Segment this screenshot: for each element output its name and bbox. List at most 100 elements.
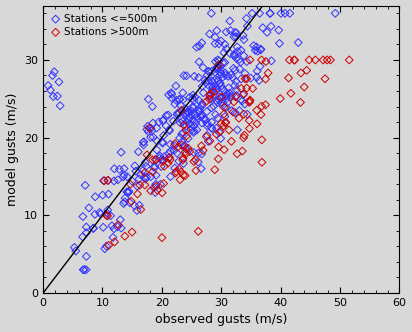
Stations >500m — [174, 144, 181, 150]
Stations >500m — [228, 139, 235, 144]
Stations <=500m — [228, 93, 235, 98]
Stations <=500m — [287, 11, 293, 16]
Stations <=500m — [278, 11, 284, 16]
Stations <=500m — [244, 112, 250, 117]
Stations <=500m — [267, 11, 274, 16]
Stations >500m — [221, 111, 227, 117]
Stations <=500m — [222, 73, 229, 78]
Stations >500m — [203, 134, 210, 139]
Stations <=500m — [223, 93, 229, 98]
Stations <=500m — [248, 75, 254, 81]
Stations <=500m — [191, 98, 197, 103]
Stations <=500m — [253, 44, 260, 49]
Stations <=500m — [267, 11, 273, 16]
Stations <=500m — [242, 71, 248, 76]
Stations <=500m — [198, 104, 205, 109]
Stations <=500m — [206, 84, 213, 89]
Stations <=500m — [213, 86, 220, 91]
Stations <=500m — [191, 123, 197, 128]
Stations <=500m — [191, 74, 198, 79]
Stations <=500m — [150, 121, 156, 126]
Stations <=500m — [232, 83, 238, 88]
Stations <=500m — [185, 136, 192, 141]
Stations <=500m — [157, 155, 163, 161]
Stations <=500m — [233, 87, 240, 92]
Stations <=500m — [184, 110, 191, 115]
Stations <=500m — [220, 60, 226, 65]
Stations <=500m — [209, 126, 215, 131]
Stations >500m — [147, 188, 154, 194]
Stations >500m — [240, 135, 247, 140]
Stations >500m — [178, 108, 185, 113]
Stations <=500m — [105, 192, 112, 197]
Stations <=500m — [45, 83, 52, 88]
Stations <=500m — [184, 119, 190, 124]
Stations <=500m — [213, 125, 220, 131]
Stations >500m — [173, 169, 180, 174]
Stations <=500m — [198, 166, 204, 171]
Stations <=500m — [177, 120, 184, 125]
Stations <=500m — [190, 93, 196, 98]
Stations >500m — [312, 57, 318, 63]
Stations <=500m — [154, 138, 161, 144]
Stations <=500m — [163, 113, 170, 118]
Stations <=500m — [238, 76, 245, 82]
Stations <=500m — [171, 165, 178, 171]
Stations >500m — [105, 243, 112, 248]
Stations >500m — [246, 100, 253, 105]
Stations >500m — [177, 177, 183, 182]
Stations <=500m — [177, 103, 184, 108]
Stations >500m — [242, 76, 248, 81]
Stations >500m — [192, 157, 199, 162]
Stations <=500m — [252, 48, 258, 53]
Stations <=500m — [116, 167, 123, 172]
Stations <=500m — [150, 164, 157, 170]
Stations <=500m — [180, 90, 186, 95]
Stations <=500m — [212, 41, 218, 46]
Stations <=500m — [176, 135, 183, 140]
Stations <=500m — [195, 75, 202, 80]
Stations <=500m — [153, 157, 160, 162]
Stations <=500m — [190, 117, 196, 123]
Stations <=500m — [215, 65, 221, 71]
Stations <=500m — [81, 267, 87, 272]
Stations <=500m — [140, 168, 146, 173]
Stations <=500m — [140, 142, 147, 148]
Stations <=500m — [214, 64, 220, 70]
Stations <=500m — [223, 46, 230, 51]
Stations >500m — [134, 191, 141, 197]
Stations <=500m — [250, 43, 257, 48]
Stations <=500m — [232, 30, 238, 35]
Stations <=500m — [202, 80, 209, 85]
Stations >500m — [259, 160, 265, 165]
Stations <=500m — [233, 30, 239, 36]
Stations <=500m — [57, 103, 63, 108]
Stations <=500m — [239, 98, 246, 104]
Stations <=500m — [257, 47, 264, 52]
Stations <=500m — [125, 190, 132, 195]
Stations >500m — [234, 151, 241, 156]
Stations <=500m — [195, 159, 201, 165]
Stations <=500m — [232, 68, 239, 73]
Stations <=500m — [196, 98, 202, 103]
Stations <=500m — [179, 139, 185, 145]
Stations >500m — [262, 76, 269, 82]
Stations <=500m — [90, 225, 97, 231]
Stations <=500m — [159, 118, 166, 124]
Stations >500m — [324, 57, 330, 63]
Stations <=500m — [216, 130, 222, 135]
Stations <=500m — [140, 140, 147, 145]
Stations >500m — [166, 155, 173, 160]
Stations <=500m — [219, 74, 226, 80]
Stations <=500m — [191, 111, 197, 116]
Stations <=500m — [208, 120, 215, 125]
Stations <=500m — [150, 185, 157, 190]
Stations >500m — [183, 133, 190, 138]
Stations <=500m — [199, 113, 205, 119]
Stations <=500m — [121, 172, 127, 177]
Stations <=500m — [147, 135, 154, 140]
Stations <=500m — [82, 183, 89, 188]
Stations >500m — [243, 76, 250, 81]
Stations <=500m — [158, 157, 165, 162]
Stations >500m — [247, 98, 253, 103]
